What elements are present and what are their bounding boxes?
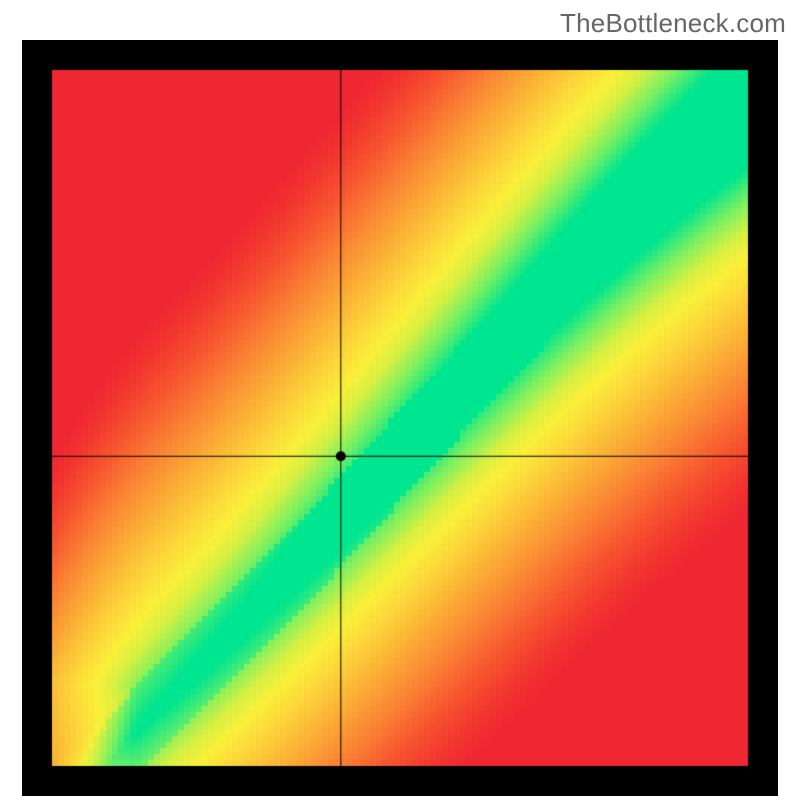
- bottleneck-heatmap: [22, 40, 778, 796]
- heatmap-wrap: [22, 40, 778, 796]
- chart-container: TheBottleneck.com: [0, 0, 800, 800]
- watermark-text: TheBottleneck.com: [560, 8, 786, 39]
